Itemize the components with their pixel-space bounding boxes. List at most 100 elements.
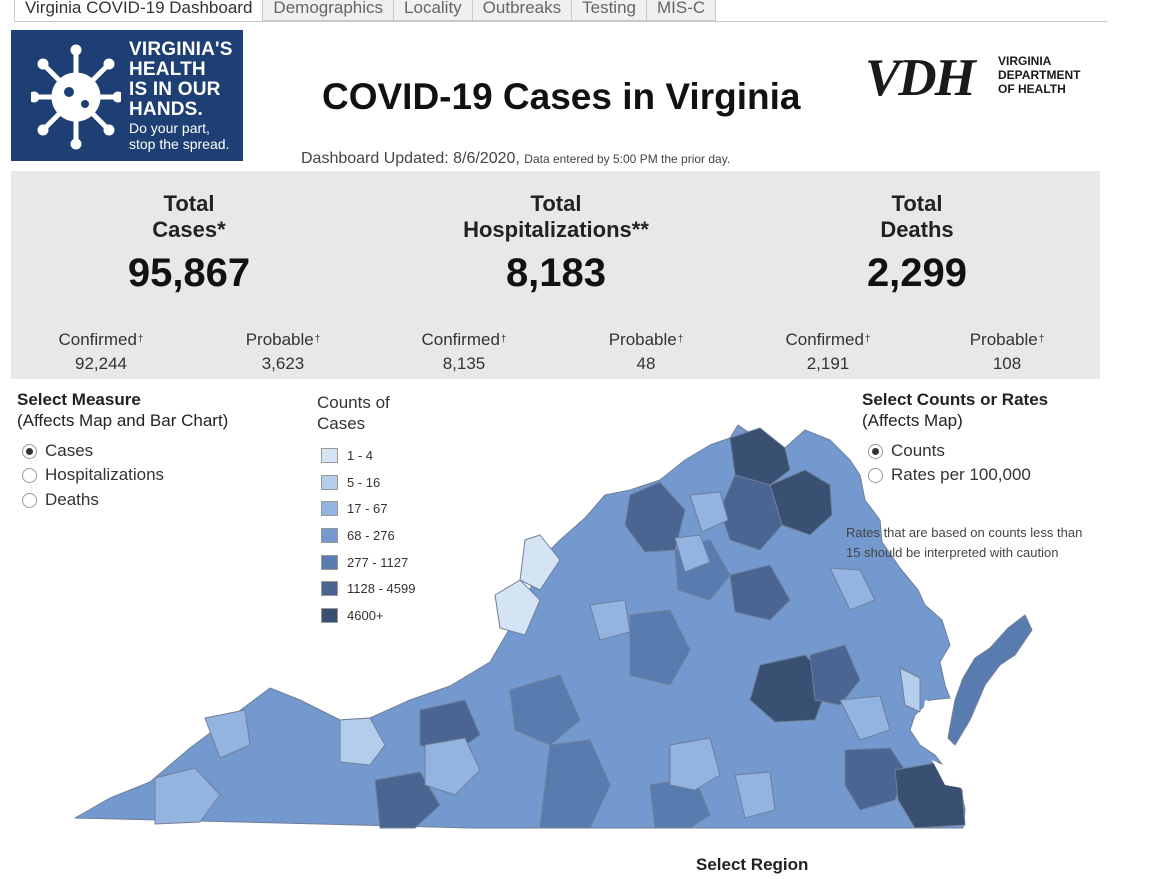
- deaths-confirmed: Confirmed† 2,191: [768, 328, 888, 376]
- logo-line: HEALTH: [129, 59, 206, 80]
- legend-item: 1128 - 4599: [321, 579, 415, 597]
- sub-label: Probable: [245, 330, 314, 349]
- map-region[interactable]: [589, 599, 631, 641]
- legend-label: 1128 - 4599: [347, 580, 416, 596]
- tab-locality[interactable]: Locality: [394, 0, 473, 21]
- option-label: Cases: [45, 441, 94, 460]
- dagger-mark: †: [1038, 334, 1045, 345]
- measure-option-hospitalizations[interactable]: Hospitalizations: [22, 463, 164, 487]
- legend-label: 17 - 67: [347, 500, 388, 516]
- map-water: [932, 760, 962, 788]
- map-region[interactable]: [749, 654, 831, 723]
- map-region[interactable]: [839, 695, 891, 741]
- map-region[interactable]: [204, 709, 251, 759]
- vdh-name: VIRGINIA DEPARTMENT OF HEALTH: [998, 54, 1080, 96]
- tab-outbreaks[interactable]: Outbreaks: [472, 0, 573, 21]
- sub-label: Probable: [608, 330, 677, 349]
- map-region[interactable]: [374, 771, 441, 829]
- legend-item: 5 - 16: [321, 473, 380, 491]
- map-region[interactable]: [629, 609, 691, 686]
- map-region[interactable]: [729, 564, 791, 621]
- map-region[interactable]: [339, 717, 386, 766]
- virginia-county-map[interactable]: [70, 400, 1040, 840]
- total-cases: Total Cases* 95,867: [89, 191, 289, 296]
- map-region[interactable]: [734, 771, 776, 819]
- map-region[interactable]: [829, 567, 876, 611]
- measure-option-deaths[interactable]: Deaths: [22, 488, 99, 512]
- total-deaths: Total Deaths 2,299: [817, 191, 1017, 296]
- logo-headline: VIRGINIA'S HEALTH IS IN OUR HANDS.: [129, 40, 233, 120]
- dashboard-tabs: Virginia COVID-19 Dashboard Demographics…: [14, 0, 1107, 22]
- tab-virginia-covid-dashboard[interactable]: Virginia COVID-19 Dashboard: [14, 0, 264, 21]
- logo-tagline: Do your part, stop the spread.: [129, 120, 229, 152]
- vdh-abbr: VDH: [865, 49, 976, 107]
- sub-value: 2,191: [806, 354, 850, 373]
- map-region[interactable]: [809, 644, 861, 706]
- health-campaign-logo: VIRGINIA'S HEALTH IS IN OUR HANDS. Do yo…: [11, 30, 243, 161]
- total-hospitalizations-value: 8,183: [505, 251, 607, 295]
- map-region[interactable]: [689, 491, 729, 533]
- legend-label: 4600+: [347, 607, 384, 623]
- stat-heading: Cases*: [152, 217, 226, 242]
- legend-item: 4600+: [321, 606, 384, 624]
- legend-swatch: [321, 580, 338, 596]
- sub-label: Probable: [969, 330, 1038, 349]
- map-region[interactable]: [539, 739, 611, 829]
- option-label: Deaths: [45, 490, 99, 509]
- rates-subtitle: (Affects Map): [862, 411, 963, 430]
- vdh-line: VIRGINIA: [998, 54, 1052, 68]
- legend-swatch: [321, 554, 338, 570]
- rates-option-per-100k[interactable]: Rates per 100,000: [868, 463, 1031, 487]
- measure-header: Select Measure (Affects Map and Bar Char…: [17, 389, 228, 431]
- hosp-probable: Probable† 48: [586, 328, 706, 376]
- radio-selected-icon[interactable]: [868, 443, 883, 459]
- dagger-mark: †: [677, 334, 684, 345]
- legend-label: 68 - 276: [347, 527, 395, 543]
- total-cases-value: 95,867: [127, 251, 251, 295]
- tab-demographics[interactable]: Demographics: [263, 0, 395, 21]
- region-title: Select Region: [696, 855, 809, 874]
- map-region[interactable]: [899, 667, 921, 713]
- dashboard-updated: Dashboard Updated: 8/6/2020, Data entere…: [301, 150, 730, 168]
- option-label: Counts: [891, 441, 945, 460]
- rates-title: Select Counts or Rates: [862, 390, 1049, 409]
- measure-option-cases[interactable]: Cases: [22, 439, 93, 463]
- legend-title-line: Counts of: [317, 393, 390, 412]
- radio-icon[interactable]: [22, 467, 37, 483]
- tab-mis-c[interactable]: MIS-C: [646, 0, 717, 21]
- hosp-confirmed: Confirmed† 8,135: [404, 328, 524, 376]
- map-region[interactable]: [947, 614, 1033, 746]
- map-region[interactable]: [509, 674, 581, 746]
- map-region[interactable]: [844, 747, 906, 811]
- radio-selected-icon[interactable]: [22, 443, 37, 459]
- deaths-probable: Probable† 108: [947, 328, 1067, 376]
- cases-probable: Probable† 3,623: [223, 328, 343, 376]
- legend-label: 277 - 1127: [347, 554, 409, 570]
- logo-line: HANDS.: [129, 99, 204, 120]
- sub-label: Confirmed: [58, 330, 137, 349]
- vdh-line: DEPARTMENT: [998, 68, 1081, 82]
- total-deaths-value: 2,299: [866, 251, 968, 295]
- totals-panel: Total Cases* 95,867 Total Hospitalizatio…: [11, 171, 1100, 379]
- updated-date: Dashboard Updated: 8/6/2020,: [301, 150, 520, 167]
- rates-option-counts[interactable]: Counts: [868, 439, 945, 463]
- tab-testing[interactable]: Testing: [572, 0, 647, 21]
- radio-icon[interactable]: [22, 492, 37, 508]
- measure-title: Select Measure: [17, 390, 141, 409]
- map-region[interactable]: [669, 737, 721, 791]
- map-region[interactable]: [494, 579, 541, 636]
- legend-item: 17 - 67: [321, 499, 387, 517]
- legend-item: 1 - 4: [321, 446, 373, 464]
- map-region[interactable]: [154, 767, 221, 825]
- sub-label: Confirmed: [421, 330, 500, 349]
- map-region[interactable]: [424, 737, 481, 796]
- map-region[interactable]: [519, 534, 561, 591]
- map-water: [922, 700, 942, 730]
- updated-note: Data entered by 5:00 PM the prior day.: [524, 152, 731, 166]
- logo-line: IS IN OUR: [129, 79, 221, 100]
- stat-heading: Total: [163, 191, 215, 216]
- logo-line: VIRGINIA'S: [129, 39, 233, 60]
- map-region[interactable]: [674, 534, 711, 573]
- stat-heading: Deaths: [880, 217, 954, 242]
- radio-icon[interactable]: [868, 467, 883, 483]
